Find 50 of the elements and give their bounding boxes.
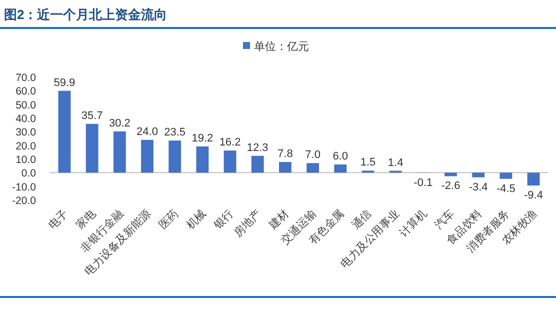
x-tick-label: 机械 bbox=[184, 206, 209, 232]
bar bbox=[306, 163, 320, 173]
data-label: 7.0 bbox=[305, 149, 320, 162]
bar bbox=[86, 124, 98, 173]
y-tick-label: 30.0 bbox=[16, 126, 36, 139]
y-tick-label: 70.0 bbox=[16, 72, 36, 84]
x-tick-label: 医药 bbox=[156, 206, 181, 232]
data-label: 16.2 bbox=[219, 136, 241, 149]
bar bbox=[58, 90, 71, 173]
bar bbox=[168, 140, 182, 173]
data-label: 23.5 bbox=[164, 126, 186, 139]
bar bbox=[251, 156, 264, 173]
y-tick-label: 60.0 bbox=[16, 86, 36, 98]
data-label: 35.7 bbox=[81, 110, 103, 122]
data-label: -4.5 bbox=[496, 182, 516, 195]
bar bbox=[224, 150, 236, 173]
bar bbox=[334, 164, 347, 173]
data-label: -0.1 bbox=[414, 176, 433, 189]
data-label: 1.5 bbox=[360, 156, 376, 169]
y-tick-label: 50.0 bbox=[16, 99, 36, 112]
legend-label: 单位：亿元 bbox=[254, 40, 309, 53]
bar bbox=[527, 172, 540, 186]
bar bbox=[113, 131, 126, 173]
bar bbox=[500, 172, 512, 179]
data-label: 59.9 bbox=[54, 76, 76, 89]
bar bbox=[278, 162, 292, 173]
data-label: 1.4 bbox=[388, 156, 404, 169]
y-tick-label: 20.0 bbox=[16, 140, 36, 152]
x-tick-label: 房地产 bbox=[231, 206, 264, 240]
data-label: -2.6 bbox=[441, 180, 460, 192]
data-label: 19.2 bbox=[192, 132, 214, 144]
data-label: 30.2 bbox=[108, 117, 130, 130]
chart-title: 图2：近一个月北上资金流向 bbox=[4, 7, 168, 22]
y-tick-label: -20.0 bbox=[12, 195, 36, 207]
x-tick-label: 电子 bbox=[46, 206, 71, 232]
y-tick-label: -10.0 bbox=[12, 181, 36, 194]
bar bbox=[196, 146, 209, 173]
y-tick-label: 0.0 bbox=[21, 168, 36, 180]
y-tick-label: 40.0 bbox=[16, 113, 36, 125]
data-label: -3.4 bbox=[468, 181, 488, 194]
y-tick-label: 10.0 bbox=[16, 154, 36, 166]
data-label: 24.0 bbox=[136, 126, 158, 138]
bar bbox=[141, 140, 154, 173]
bar bbox=[472, 172, 485, 178]
data-label: -9.4 bbox=[524, 190, 543, 202]
bar bbox=[444, 172, 457, 176]
data-label: 7.8 bbox=[278, 148, 293, 160]
data-label: 6.0 bbox=[332, 150, 348, 162]
x-tick-label: 家电 bbox=[73, 206, 98, 232]
data-label: 12.3 bbox=[246, 142, 268, 154]
